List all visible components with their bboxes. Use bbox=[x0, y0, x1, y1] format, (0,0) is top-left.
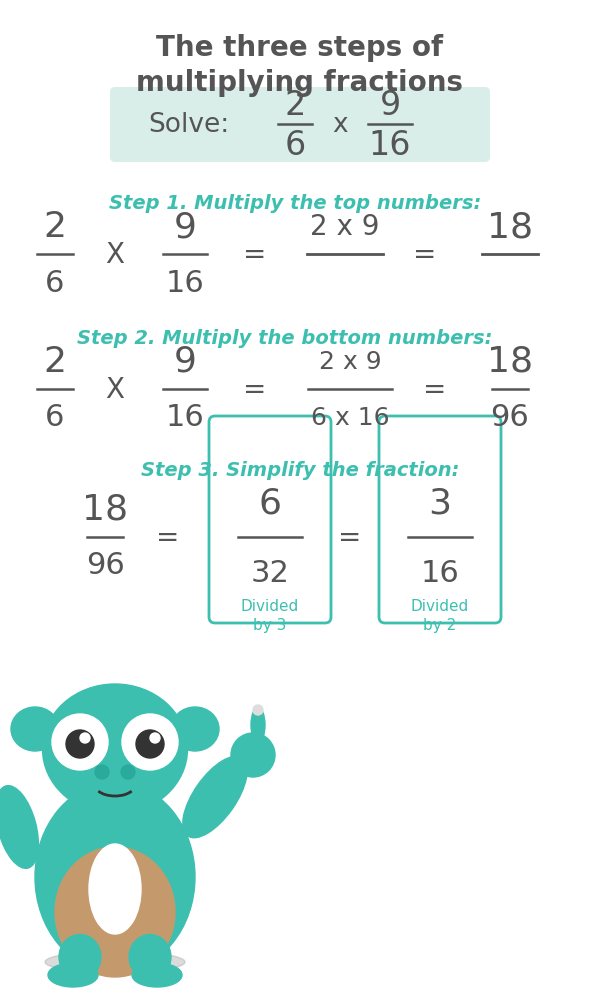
Text: 2 x 9: 2 x 9 bbox=[319, 350, 382, 374]
Text: Step 1. Multiply the top numbers:: Step 1. Multiply the top numbers: bbox=[109, 193, 481, 212]
Text: 3: 3 bbox=[428, 486, 452, 519]
Ellipse shape bbox=[132, 963, 182, 987]
Text: 16: 16 bbox=[421, 558, 460, 587]
Text: =: = bbox=[244, 240, 266, 269]
Text: 32: 32 bbox=[251, 558, 289, 587]
Text: 18: 18 bbox=[487, 345, 533, 379]
Circle shape bbox=[52, 714, 108, 771]
Text: 96: 96 bbox=[491, 403, 529, 432]
Ellipse shape bbox=[48, 963, 98, 987]
Ellipse shape bbox=[11, 707, 59, 752]
Circle shape bbox=[136, 730, 164, 759]
Text: 18: 18 bbox=[82, 493, 128, 526]
Circle shape bbox=[150, 733, 160, 743]
Ellipse shape bbox=[251, 707, 265, 742]
Text: 6: 6 bbox=[259, 486, 281, 519]
FancyBboxPatch shape bbox=[209, 417, 331, 623]
Circle shape bbox=[80, 733, 90, 743]
Text: X: X bbox=[106, 240, 125, 269]
Text: Step 2. Multiply the bottom numbers:: Step 2. Multiply the bottom numbers: bbox=[77, 329, 493, 347]
Text: 6: 6 bbox=[46, 269, 65, 298]
Text: 16: 16 bbox=[166, 269, 205, 298]
Text: 2: 2 bbox=[284, 88, 305, 121]
Ellipse shape bbox=[0, 786, 38, 869]
Text: =: = bbox=[424, 376, 446, 404]
Text: 2 x 9: 2 x 9 bbox=[310, 212, 380, 240]
Circle shape bbox=[66, 730, 94, 759]
Text: 9: 9 bbox=[173, 345, 196, 379]
Ellipse shape bbox=[45, 951, 185, 973]
Ellipse shape bbox=[55, 847, 175, 977]
Text: The three steps of: The three steps of bbox=[157, 34, 443, 62]
Text: 2: 2 bbox=[44, 209, 67, 243]
FancyBboxPatch shape bbox=[379, 417, 501, 623]
Text: 6: 6 bbox=[46, 403, 65, 432]
Ellipse shape bbox=[183, 757, 247, 838]
Text: 9: 9 bbox=[379, 88, 401, 121]
Text: 6 x 16: 6 x 16 bbox=[311, 406, 389, 430]
Text: X: X bbox=[106, 376, 125, 404]
FancyBboxPatch shape bbox=[110, 88, 490, 163]
Circle shape bbox=[95, 766, 109, 780]
Text: 18: 18 bbox=[487, 209, 533, 243]
Ellipse shape bbox=[253, 705, 263, 715]
Text: x: x bbox=[332, 112, 348, 138]
Text: 96: 96 bbox=[86, 551, 124, 580]
Text: Divided
by 3: Divided by 3 bbox=[241, 598, 299, 633]
Ellipse shape bbox=[59, 935, 101, 980]
Text: =: = bbox=[338, 523, 362, 551]
Text: 9: 9 bbox=[173, 209, 196, 243]
Ellipse shape bbox=[89, 844, 141, 934]
Text: Divided
by 2: Divided by 2 bbox=[411, 598, 469, 633]
Circle shape bbox=[231, 733, 275, 778]
Ellipse shape bbox=[43, 684, 187, 815]
Text: 6: 6 bbox=[284, 128, 305, 161]
Text: 16: 16 bbox=[369, 128, 411, 161]
Text: =: = bbox=[157, 523, 179, 551]
Circle shape bbox=[122, 714, 178, 771]
Text: 2: 2 bbox=[44, 345, 67, 379]
Text: 16: 16 bbox=[166, 403, 205, 432]
Ellipse shape bbox=[35, 783, 195, 972]
Text: Solve:: Solve: bbox=[148, 112, 229, 138]
Text: multiplying fractions: multiplying fractions bbox=[137, 69, 464, 97]
Text: =: = bbox=[244, 376, 266, 404]
Circle shape bbox=[121, 766, 135, 780]
Ellipse shape bbox=[129, 935, 171, 980]
Ellipse shape bbox=[171, 707, 219, 752]
Text: Step 3. Simplify the fraction:: Step 3. Simplify the fraction: bbox=[141, 461, 459, 480]
Text: =: = bbox=[413, 240, 437, 269]
